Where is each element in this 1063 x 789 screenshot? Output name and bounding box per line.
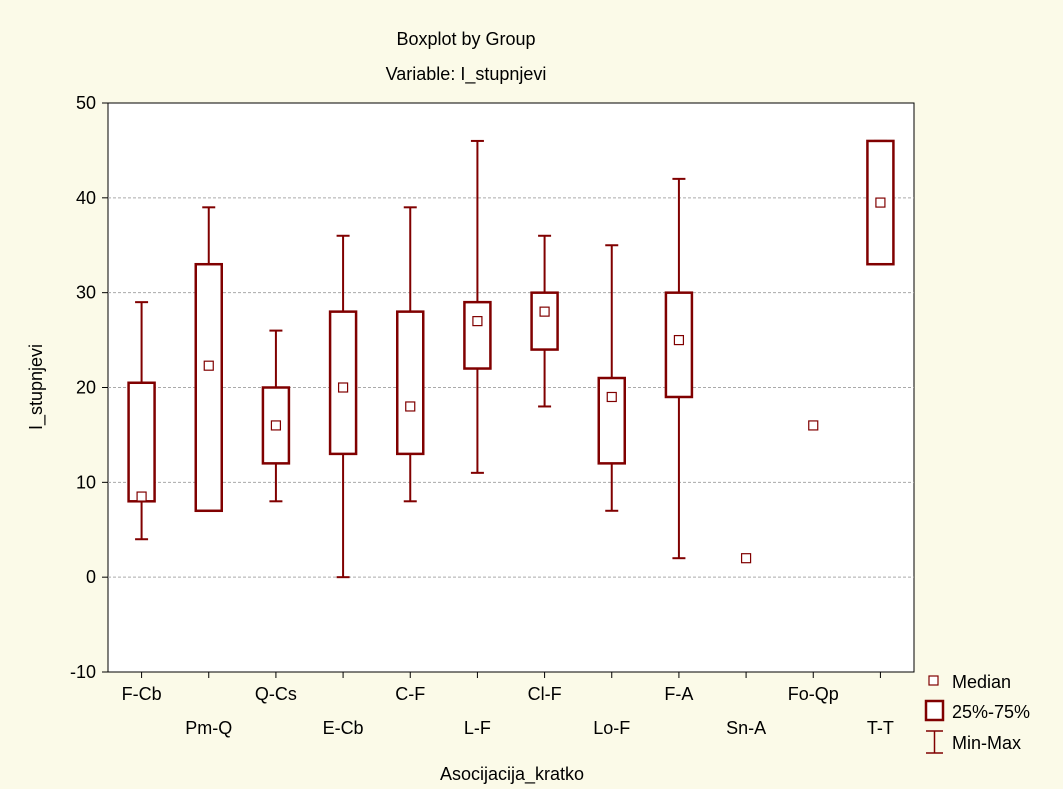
legend-box-marker	[924, 699, 945, 722]
box-lo-f	[597, 244, 626, 512]
box-series	[127, 139, 895, 579]
y-axis-label: I_stupnjevi	[26, 344, 47, 430]
y-tick-label: 50	[76, 93, 96, 113]
x-tick-label: Sn-A	[726, 718, 766, 738]
x-tick-label: F-A	[664, 684, 693, 704]
y-tick-label: 30	[76, 283, 96, 303]
median-marker	[405, 401, 416, 412]
median-marker	[606, 391, 617, 403]
median-marker	[203, 360, 214, 371]
legend-median-marker	[928, 675, 939, 686]
y-tick-label: 10	[76, 472, 96, 492]
legend-item-whisker: Min-Max	[926, 730, 1021, 754]
x-tick-label: E-Cb	[323, 718, 364, 738]
median-marker	[136, 491, 147, 502]
box-f-cb	[127, 301, 156, 541]
y-axis-ticks: -10 0 10 20 30 40 50	[70, 93, 108, 682]
legend-item-box: 25%-75%	[924, 699, 1030, 722]
median-marker	[472, 316, 483, 327]
box-fo-qp	[808, 420, 819, 431]
box-l-f	[463, 139, 492, 474]
median-marker	[875, 197, 886, 208]
median-marker	[808, 420, 819, 431]
x-tick-label: Pm-Q	[185, 718, 232, 738]
y-tick-label: 40	[76, 188, 96, 208]
iqr-box	[597, 376, 626, 465]
median-marker	[539, 306, 550, 317]
box-t-t	[866, 139, 895, 266]
x-tick-label: Lo-F	[593, 718, 630, 738]
x-axis-ticks: F-Cb Pm-Q Q-Cs E-Cb C-F L-F Cl-F Lo-F F-A Sn-A Fo-…	[122, 672, 894, 738]
box-f-a	[664, 177, 694, 560]
legend: Median 25%-75% Min-Max	[924, 672, 1030, 754]
box-sn-a	[740, 553, 752, 564]
median-marker	[740, 553, 752, 564]
legend-median-label: Median	[952, 672, 1011, 692]
x-axis-label: Asocijacija_kratko	[440, 764, 584, 785]
box-cl-f	[530, 234, 559, 408]
y-tick-label: 20	[76, 378, 96, 398]
x-tick-label: F-Cb	[122, 684, 162, 704]
iqr-box	[530, 291, 559, 351]
box-e-cb	[328, 234, 358, 579]
x-tick-label: L-F	[464, 718, 491, 738]
grid-layer	[108, 197, 914, 578]
x-tick-label: C-F	[395, 684, 425, 704]
chart-title: Boxplot by Group	[396, 29, 535, 49]
box-q-cs	[261, 329, 291, 503]
iqr-box	[463, 300, 492, 370]
legend-box-label: 25%-75%	[952, 702, 1030, 722]
y-tick-label: 0	[86, 567, 96, 587]
x-tick-label: Fo-Qp	[788, 684, 839, 704]
iqr-box	[127, 381, 156, 503]
iqr-box	[194, 262, 223, 513]
x-tick-label: T-T	[867, 718, 894, 738]
box-c-f	[396, 206, 425, 503]
median-marker	[673, 334, 685, 346]
y-tick-label: -10	[70, 662, 96, 682]
x-tick-label: Cl-F	[528, 684, 562, 704]
iqr-box	[396, 310, 425, 456]
legend-whisker-marker	[926, 730, 943, 754]
legend-whisker-label: Min-Max	[952, 733, 1021, 753]
legend-item-median: Median	[928, 672, 1011, 692]
box-pm-q	[194, 206, 223, 513]
median-marker	[270, 420, 282, 431]
iqr-box	[664, 291, 694, 399]
chart-subtitle: Variable: I_stupnjevi	[386, 64, 547, 85]
x-tick-label: Q-Cs	[255, 684, 297, 704]
median-marker	[337, 382, 349, 393]
